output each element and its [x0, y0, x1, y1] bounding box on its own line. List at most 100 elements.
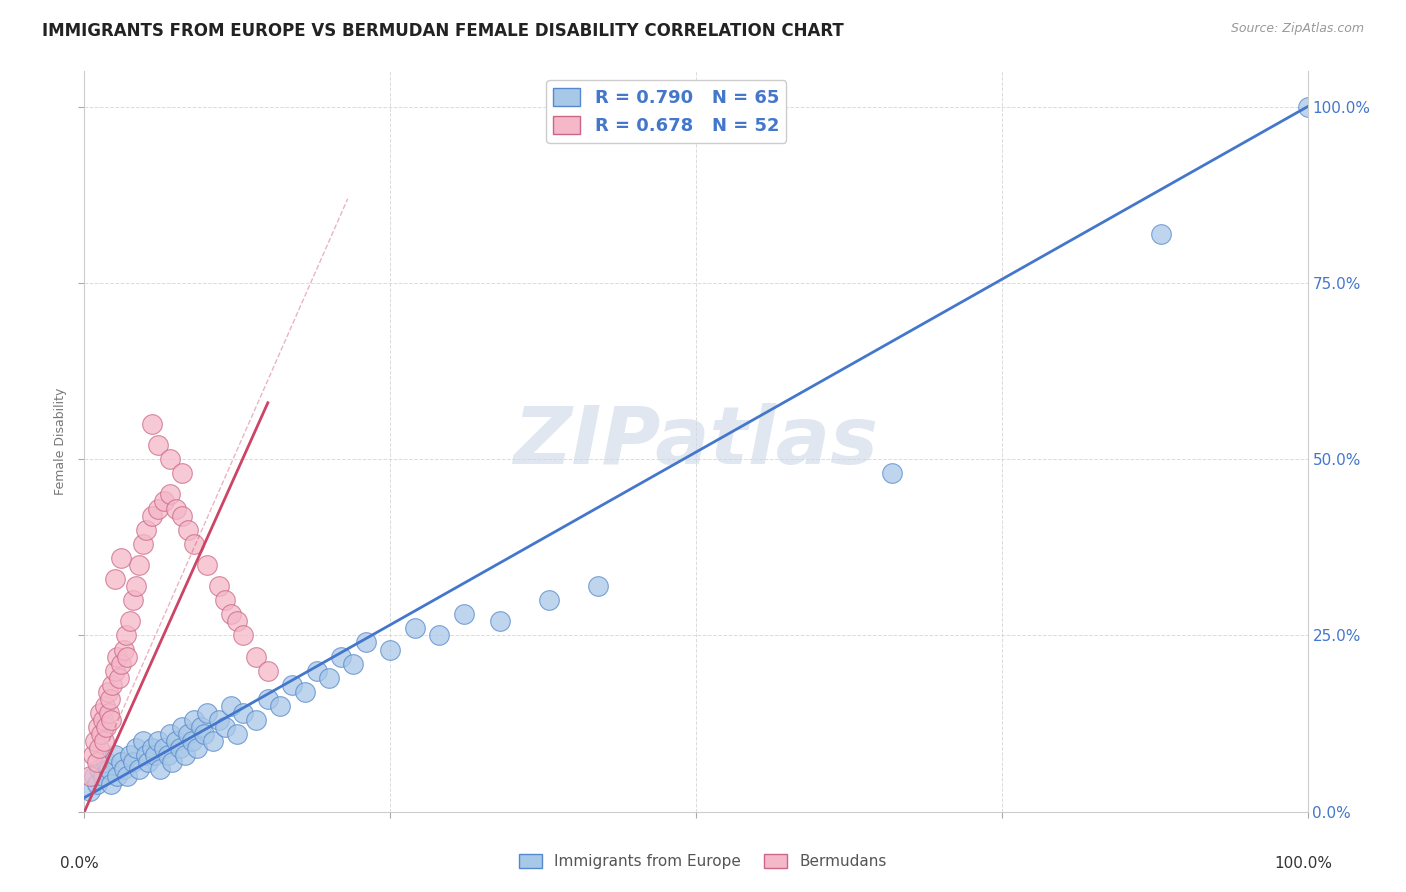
Point — [257, 692, 280, 706]
Point — [82, 748, 104, 763]
Legend: Immigrants from Europe, Bermudans: Immigrants from Europe, Bermudans — [513, 848, 893, 875]
Text: Source: ZipAtlas.com: Source: ZipAtlas.com — [1230, 22, 1364, 36]
Point — [110, 550, 132, 565]
Point — [318, 671, 340, 685]
Point — [104, 748, 127, 763]
Point — [143, 748, 166, 763]
Point — [146, 501, 169, 516]
Point — [159, 727, 181, 741]
Point — [87, 720, 110, 734]
Point — [169, 741, 191, 756]
Point — [115, 649, 138, 664]
Point — [489, 615, 512, 629]
Point — [91, 769, 114, 783]
Text: 0.0%: 0.0% — [60, 856, 98, 871]
Point — [110, 657, 132, 671]
Point — [257, 664, 280, 678]
Point — [165, 734, 187, 748]
Text: 100.0%: 100.0% — [1274, 856, 1331, 871]
Point — [84, 734, 107, 748]
Point — [100, 713, 122, 727]
Point — [115, 628, 138, 642]
Point — [159, 487, 181, 501]
Point — [190, 720, 212, 734]
Point — [125, 741, 148, 756]
Point — [453, 607, 475, 622]
Point — [177, 523, 200, 537]
Y-axis label: Female Disability: Female Disability — [53, 388, 67, 495]
Point — [173, 748, 195, 763]
Point — [86, 776, 108, 790]
Point — [294, 685, 316, 699]
Point — [125, 579, 148, 593]
Point — [153, 494, 176, 508]
Point — [90, 727, 112, 741]
Point — [128, 558, 150, 572]
Point — [132, 734, 155, 748]
Point — [105, 769, 128, 783]
Point — [330, 649, 353, 664]
Point — [162, 756, 184, 770]
Point — [132, 537, 155, 551]
Point — [141, 741, 163, 756]
Point — [141, 417, 163, 431]
Point — [98, 692, 121, 706]
Point — [226, 727, 249, 741]
Point — [146, 438, 169, 452]
Point — [96, 720, 118, 734]
Point — [172, 508, 194, 523]
Point — [141, 508, 163, 523]
Point — [101, 678, 124, 692]
Point — [159, 452, 181, 467]
Point — [214, 720, 236, 734]
Point — [538, 593, 561, 607]
Point — [122, 593, 145, 607]
Point — [195, 706, 218, 720]
Point — [112, 763, 135, 777]
Point — [115, 769, 138, 783]
Point — [183, 537, 205, 551]
Point — [83, 769, 105, 783]
Point — [1150, 227, 1173, 241]
Point — [104, 572, 127, 586]
Point — [177, 727, 200, 741]
Point — [94, 698, 117, 713]
Point — [232, 628, 254, 642]
Point — [208, 579, 231, 593]
Point — [128, 763, 150, 777]
Point — [149, 763, 172, 777]
Point — [183, 713, 205, 727]
Point — [135, 748, 157, 763]
Point — [79, 769, 101, 783]
Point — [87, 741, 110, 756]
Point — [97, 706, 120, 720]
Point — [91, 713, 114, 727]
Text: IMMIGRANTS FROM EUROPE VS BERMUDAN FEMALE DISABILITY CORRELATION CHART: IMMIGRANTS FROM EUROPE VS BERMUDAN FEMAL… — [42, 22, 844, 40]
Point — [122, 756, 145, 770]
Point — [96, 756, 118, 770]
Point — [87, 763, 110, 777]
Point — [232, 706, 254, 720]
Point — [100, 776, 122, 790]
Point — [201, 734, 224, 748]
Legend: R = 0.790   N = 65, R = 0.678   N = 52: R = 0.790 N = 65, R = 0.678 N = 52 — [546, 80, 786, 143]
Point — [245, 649, 267, 664]
Point — [172, 720, 194, 734]
Point — [427, 628, 450, 642]
Point — [586, 579, 609, 593]
Point — [281, 678, 304, 692]
Point — [1296, 100, 1319, 114]
Point — [97, 685, 120, 699]
Point — [404, 621, 426, 635]
Point — [135, 523, 157, 537]
Point — [104, 664, 127, 678]
Point — [97, 763, 120, 777]
Point — [153, 741, 176, 756]
Point — [880, 467, 903, 481]
Point — [107, 671, 129, 685]
Point — [214, 593, 236, 607]
Point — [89, 706, 111, 720]
Point — [118, 615, 141, 629]
Point — [245, 713, 267, 727]
Point — [342, 657, 364, 671]
